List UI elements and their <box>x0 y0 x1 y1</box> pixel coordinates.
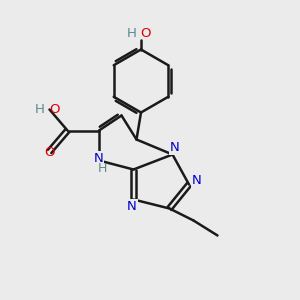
Text: H: H <box>98 162 107 176</box>
Text: N: N <box>170 141 179 154</box>
Text: O: O <box>50 103 60 116</box>
Text: N: N <box>192 174 201 188</box>
Text: O: O <box>44 146 55 159</box>
Text: O: O <box>140 27 151 40</box>
Text: H: H <box>35 103 45 116</box>
Text: H: H <box>127 27 136 40</box>
Text: N: N <box>94 152 103 166</box>
Text: N: N <box>127 200 137 213</box>
